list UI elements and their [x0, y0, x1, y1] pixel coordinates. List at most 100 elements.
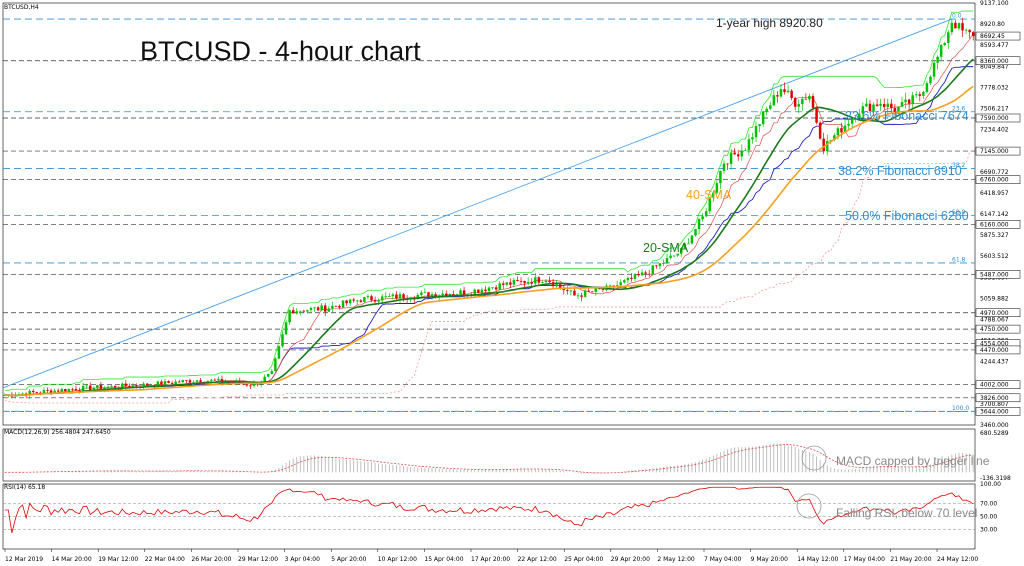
time-tick-label: 15 Apr 04:00: [424, 556, 463, 563]
candle-body: [850, 118, 854, 124]
candle-body: [430, 294, 434, 297]
candle-body: [81, 385, 85, 391]
rsi-tick-label: 30.00: [980, 527, 997, 534]
level-price-label: 4470.000: [980, 347, 1009, 354]
candle-body: [516, 279, 519, 281]
candle-body: [591, 291, 594, 293]
candle-body: [398, 294, 402, 299]
candle-body: [281, 334, 284, 347]
candle-body: [729, 152, 733, 164]
time-tick-label: 22 Mar 04:00: [145, 556, 185, 563]
candle-body: [227, 382, 231, 384]
candle-body: [658, 263, 662, 267]
candle-body: [662, 263, 665, 264]
candle-body: [701, 216, 704, 220]
candle-body: [402, 294, 405, 299]
candle-body: [836, 128, 840, 136]
rsi-tick-label: 70.00: [980, 501, 997, 508]
candle-body: [712, 192, 715, 198]
candle-body: [626, 277, 630, 281]
candle-body: [206, 380, 209, 383]
candle-body: [786, 90, 790, 93]
time-tick-label: 14 Mar 20:00: [52, 556, 92, 563]
price-tick-label: 5603.512: [980, 253, 1009, 260]
price-tick-label: 4244.437: [980, 359, 1009, 366]
fib-382-label: 38.2% Fibonacci 6910: [838, 164, 962, 178]
candle-body: [647, 273, 651, 275]
macd-signal-line: [4, 444, 974, 474]
candle-body: [395, 294, 398, 299]
candle-body: [309, 307, 313, 311]
candle-body: [462, 290, 466, 295]
candle-body: [185, 379, 188, 381]
candle-body: [263, 376, 266, 382]
candle-body: [455, 294, 459, 295]
candle-body: [541, 282, 544, 283]
candle-body: [637, 274, 640, 276]
level-price-label: 7590.000: [980, 115, 1009, 122]
candle-body: [704, 211, 708, 217]
candle-body: [947, 32, 950, 44]
candle-body: [366, 296, 370, 298]
candle-body: [128, 386, 131, 388]
time-tick-label: 10 Apr 12:00: [378, 556, 417, 563]
time-tick-label: 9 May 20:00: [751, 556, 789, 563]
fibonacci-level-tag: 61.8: [952, 256, 966, 263]
candle-body: [249, 385, 252, 387]
level-price-box: [975, 146, 1021, 156]
candle-body: [210, 379, 213, 381]
price-tick-label: 9137.100: [980, 0, 1009, 7]
candle-body: [494, 287, 498, 290]
candle-body: [316, 307, 320, 311]
candle-body: [537, 277, 541, 283]
candle-body: [740, 150, 744, 157]
candle-body: [380, 296, 384, 301]
candle-body: [573, 290, 576, 296]
candle-body: [680, 248, 683, 254]
candle-body: [199, 380, 202, 382]
candle-body: [548, 280, 551, 283]
candle-body: [758, 124, 761, 127]
candle-body: [28, 390, 31, 396]
price-tick-label: 5059.882: [980, 295, 1009, 302]
candle-body: [256, 383, 259, 385]
time-tick-label: 26 Mar 20:00: [191, 556, 231, 563]
candle-body: [103, 387, 106, 389]
candle-body: [224, 382, 227, 384]
candle-body: [847, 123, 850, 126]
candle-body: [313, 307, 316, 309]
candle-body: [829, 139, 833, 141]
candle-body: [46, 390, 49, 391]
time-tick-label: 22 Apr 12:00: [518, 556, 557, 563]
candle-body: [580, 295, 583, 297]
candle-body: [356, 300, 359, 302]
level-price-box: [975, 345, 1021, 355]
level-price-label: 6760.000: [980, 177, 1009, 184]
price-tick-label: 8049.847: [980, 63, 1009, 70]
trendline-layer: [2, 18, 953, 389]
candle-body: [825, 140, 829, 152]
candle-body: [53, 390, 56, 394]
candle-body: [145, 383, 149, 386]
candle-body: [769, 105, 772, 109]
candle-body: [78, 390, 81, 392]
candle-body: [793, 97, 797, 107]
candle-body: [957, 23, 961, 29]
rsi-tick-label: 100.00: [980, 481, 1001, 488]
symbol-label: BTCUSD,H4: [4, 4, 39, 11]
time-tick-label: 29 Mar 12:00: [238, 556, 278, 563]
candle-body: [334, 305, 338, 307]
candle-body: [3, 395, 7, 397]
candle-body: [918, 94, 922, 96]
candle-body: [690, 235, 694, 244]
candle-body: [804, 98, 808, 100]
candle-body: [195, 380, 199, 382]
candle-body: [861, 106, 865, 114]
candle-body: [687, 243, 690, 245]
candle-body: [519, 280, 523, 282]
level-price-label: 4554.000: [980, 341, 1009, 348]
candle-body: [60, 389, 63, 392]
candle-body: [252, 383, 256, 386]
candle-body: [601, 289, 605, 291]
